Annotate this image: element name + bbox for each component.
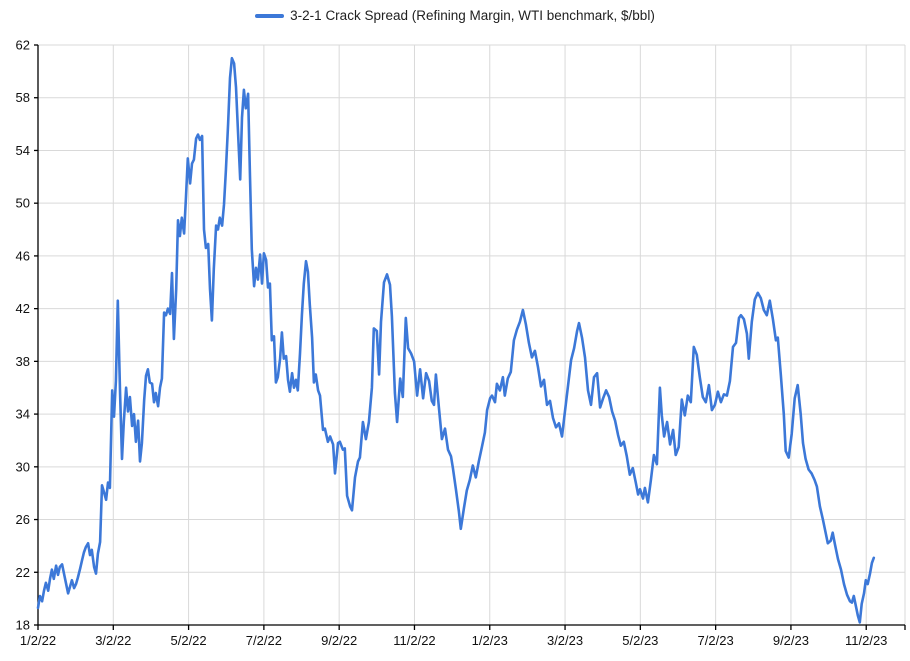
y-tick-label: 42 — [16, 301, 30, 316]
x-tick-label: 1/2/22 — [20, 633, 56, 648]
x-tick-label: 5/2/22 — [171, 633, 207, 648]
y-tick-label: 50 — [16, 196, 30, 211]
x-tick-label: 11/2/22 — [393, 633, 435, 648]
y-tick-label: 34 — [16, 407, 30, 422]
y-tick-label: 30 — [16, 459, 30, 474]
x-tick-label: 1/2/23 — [472, 633, 508, 648]
x-tick-label: 5/2/23 — [622, 633, 658, 648]
y-tick-label: 54 — [16, 143, 30, 158]
y-tick-label: 46 — [16, 248, 30, 263]
x-tick-label: 7/2/22 — [246, 633, 282, 648]
x-tick-label: 3/2/22 — [95, 633, 131, 648]
y-tick-label: 58 — [16, 90, 30, 105]
x-tick-label: 7/2/23 — [698, 633, 734, 648]
y-tick-label: 18 — [16, 618, 30, 633]
x-tick-label: 9/2/22 — [321, 633, 357, 648]
series-line — [36, 56, 876, 624]
y-tick-label: 62 — [16, 38, 30, 53]
x-tick-label: 9/2/23 — [773, 633, 809, 648]
y-tick-label: 22 — [16, 565, 30, 580]
x-tick-label: 11/2/23 — [845, 633, 887, 648]
x-tick-label: 3/2/23 — [547, 633, 583, 648]
y-tick-label: 26 — [16, 512, 30, 527]
y-tick-label: 38 — [16, 354, 30, 369]
